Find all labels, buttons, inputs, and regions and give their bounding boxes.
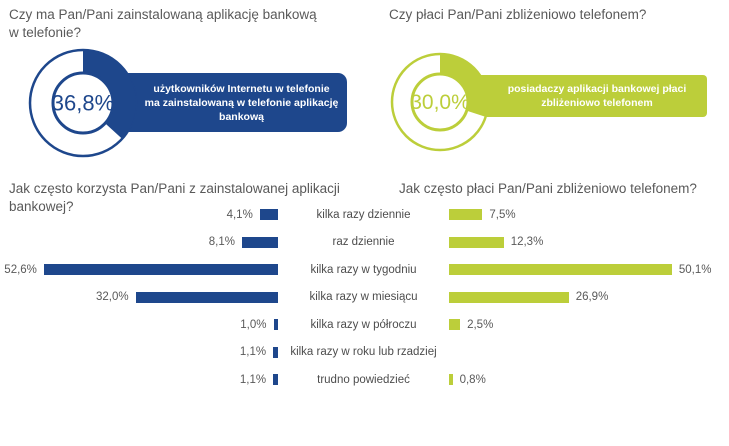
right-bar-value: 2,5% [467, 318, 494, 331]
donut-hole [410, 72, 470, 132]
left-bar [273, 319, 278, 331]
category-label: kilka razy w półroczu [310, 318, 417, 331]
left-bar [273, 374, 278, 386]
question-title-bank-app: Czy ma Pan/Pani zainstalowaną aplikację … [9, 7, 317, 40]
frequency-row: 1,0% kilka razy w półroczu 2,5% [0, 311, 729, 339]
right-bar [449, 319, 461, 331]
left-bar-value: 32,0% [96, 291, 129, 304]
frequency-row: 4,1% kilka razy dziennie 7,5% [0, 201, 729, 229]
right-bar [449, 236, 504, 248]
frequency-row: 32,0% kilka razy w miesiącu 26,9% [0, 284, 729, 312]
left-bar [135, 291, 278, 303]
frequency-row: 1,1% trudno powiedzieć 0,8% [0, 366, 729, 394]
frequency-row: 52,6% kilka razy w tygodniu 50,1% [0, 256, 729, 284]
right-bar-zone: 26,9% [449, 291, 729, 303]
frequency-row: 8,1% raz dziennie 12,3% [0, 229, 729, 257]
right-bar [449, 264, 672, 276]
left-bar [242, 236, 278, 248]
right-bar-zone: 12,3% [449, 236, 729, 248]
left-bar-value: 1,1% [239, 346, 267, 359]
left-bar-zone: 1,1% [0, 346, 278, 358]
right-bar-value: 26,9% [575, 291, 609, 304]
left-bar-zone: 32,0% [0, 291, 278, 303]
right-bar-value: 7,5% [489, 208, 516, 221]
donut-chart-contactless: 30,0% [390, 52, 490, 152]
question-title-contactless: Czy płaci Pan/Pani zbliżeniowo telefonem… [389, 7, 647, 22]
left-bar-value: 4,1% [226, 208, 253, 221]
question-title-contactless-frequency: Jak często płaci Pan/Pani zbliżeniowo te… [399, 181, 697, 196]
left-bar-zone: 52,6% [0, 264, 278, 276]
category-label: raz dziennie [332, 236, 395, 249]
right-bar [449, 209, 483, 221]
left-bar-zone: 4,1% [0, 209, 278, 221]
donut-value-label: 36,8% [52, 91, 114, 116]
left-bar-value: 52,6% [4, 263, 37, 276]
donut-value-label: 30,0% [410, 91, 470, 114]
category-label: trudno powiedzieć [317, 373, 410, 386]
callout-bank-app: użytkowników Internetu w telefonie ma za… [100, 73, 347, 132]
frequency-rows: 4,1% kilka razy dziennie 7,5% 8,1% raz dzien… [0, 201, 729, 394]
left-bar-value: 1,0% [240, 318, 267, 331]
right-bar-value: 12,3% [510, 236, 544, 249]
donut-chart-bank-app: 36,8% [28, 48, 138, 158]
left-bar [273, 346, 278, 358]
right-bar-value: 0,8% [459, 373, 486, 386]
right-bar [449, 291, 569, 303]
left-bar-value: 8,1% [208, 236, 235, 249]
right-bar-zone: 0,8% [449, 374, 729, 386]
left-bar-zone: 1,0% [0, 319, 278, 331]
right-bar-zone: 2,5% [449, 319, 729, 331]
category-label: kilka razy dziennie [316, 208, 411, 221]
callout-contactless: posiadaczy aplikacji bankowej płaci zbli… [455, 75, 707, 117]
right-bar [449, 374, 453, 386]
left-bar-value: 1,1% [239, 373, 267, 386]
left-bar-zone: 1,1% [0, 374, 278, 386]
question-title-app-frequency: Jak często korzysta Pan/Pani z zainstalo… [9, 181, 340, 214]
left-bar [43, 264, 278, 276]
frequency-row: 1,1% kilka razy w roku lub rzadziej [0, 339, 729, 367]
category-label: kilka razy w roku lub rzadziej [290, 346, 437, 359]
donut-hole [51, 71, 115, 135]
right-bar-value: 50,1% [678, 263, 712, 276]
left-bar-zone: 8,1% [0, 236, 278, 248]
category-label: kilka razy w tygodniu [310, 263, 417, 276]
right-bar-zone: 50,1% [449, 264, 729, 276]
left-bar [259, 209, 278, 221]
right-bar-zone: 7,5% [449, 209, 729, 221]
category-label: kilka razy w miesiącu [309, 291, 418, 304]
